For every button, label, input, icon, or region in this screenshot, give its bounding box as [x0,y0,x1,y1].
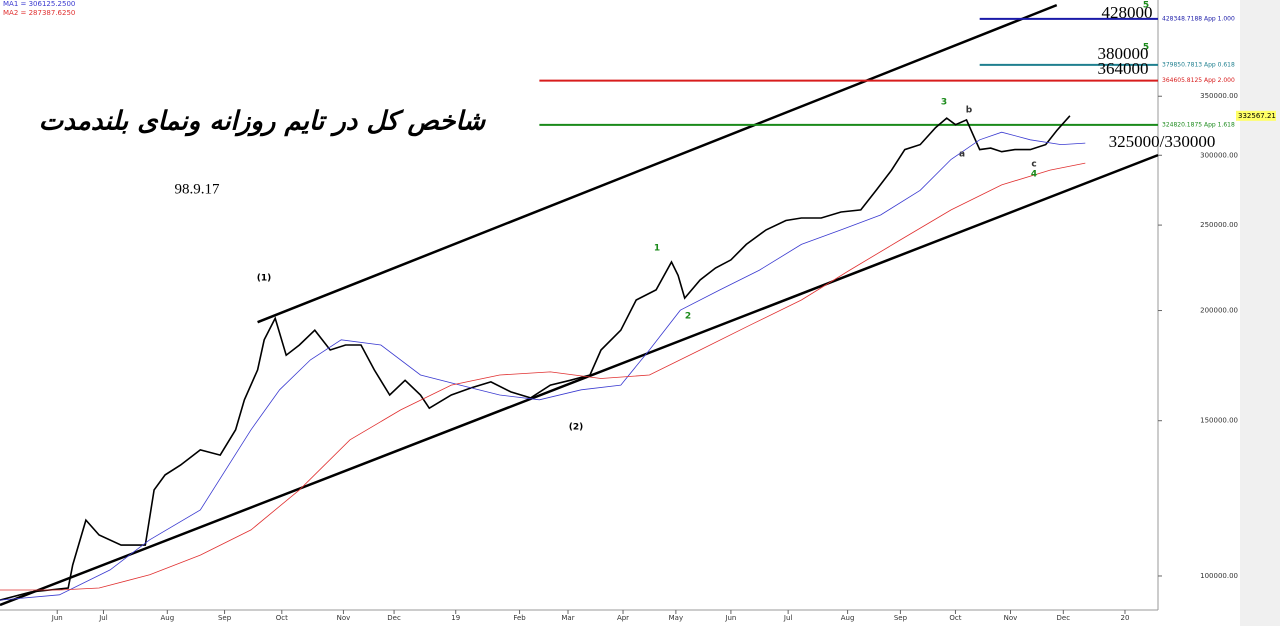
last-price-box [1236,110,1276,121]
target-label: 428000 [1102,3,1153,22]
x-tick-label: Jul [98,614,108,622]
x-tick-label: 20 [1121,614,1130,622]
wave-label: 5 [1143,1,1149,11]
x-tick-label: Oct [276,614,288,622]
chart-title: شاخص کل در تایم روزانه ونمای بلندمدت [39,107,487,137]
x-tick-label: Nov [1004,614,1018,622]
wave-label: 4 [1031,170,1037,180]
series-line [0,162,1086,591]
legend-entry: MA2 = 287387.6250 [3,9,75,17]
wave-label: 2 [685,312,691,322]
level-label: 364605.8125 App 2.000 [1162,77,1235,84]
wave-label: 3 [941,98,947,108]
x-tick-label: Feb [513,614,526,622]
level-label: 379850.7813 App 0.618 [1162,61,1235,68]
y-tick-label: 250000.00 [1200,221,1238,229]
wave-label: b [966,106,973,116]
wave-label: c [1031,160,1036,170]
wave-label: (1) [257,274,272,284]
x-tick-label: Apr [617,614,629,622]
x-tick-label: Aug [160,614,174,622]
x-tick-label: Jul [783,614,793,622]
chart-subtitle: 98.9.17 [175,181,221,197]
y-tick-label: 150000.00 [1200,417,1238,425]
x-tick-label: Nov [337,614,351,622]
toolbar [1240,0,1280,626]
target-label: 380000 [1098,44,1149,63]
x-tick-label: May [669,614,683,622]
wave-label: 1 [654,244,660,254]
series-line [0,131,1086,601]
y-tick-label: 200000.00 [1200,307,1238,315]
last-price-label: 332567.21 [1238,112,1276,120]
wave-label: 5 [1143,43,1149,53]
x-tick-label: Sep [218,614,232,622]
x-tick-label: Aug [841,614,855,622]
legend-entry: MA1 = 306125.2500 [3,0,75,8]
x-tick-label: Jun [51,614,63,622]
wave-label: a [959,150,965,160]
trendline [0,153,1159,607]
target-label: 325000/330000 [1109,132,1216,151]
y-tick-label: 100000.00 [1200,572,1238,580]
x-tick-label: Dec [1057,614,1071,622]
level-label: 324820.1875 App 1.618 [1162,121,1235,128]
x-tick-label: Mar [561,614,574,622]
x-tick-label: 19 [451,614,460,622]
x-tick-label: Sep [894,614,908,622]
x-tick-label: Dec [387,614,401,622]
target-label: 364000 [1098,59,1149,78]
x-tick-label: Oct [949,614,961,622]
y-tick-label: 300000.00 [1200,151,1238,159]
trendline [257,3,1058,324]
level-label: 428348.7188 App 1.000 [1162,15,1235,22]
wave-label: (2) [569,423,584,433]
x-tick-label: Jun [724,614,736,622]
y-tick-label: 350000.00 [1200,92,1238,100]
series-line [0,115,1071,601]
